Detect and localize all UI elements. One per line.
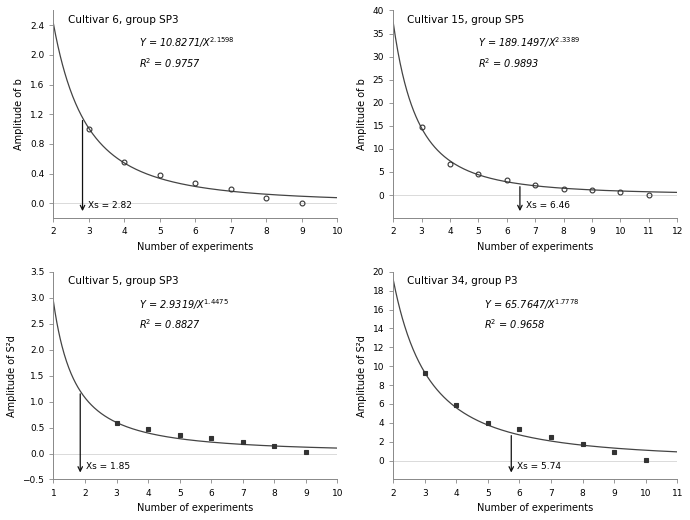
X-axis label: Number of experiments: Number of experiments	[477, 503, 593, 513]
Text: Cultivar 6, group SP3: Cultivar 6, group SP3	[68, 15, 178, 24]
Text: Cultivar 15, group SP5: Cultivar 15, group SP5	[407, 15, 524, 24]
Text: Xs = 2.82: Xs = 2.82	[88, 201, 132, 210]
Y-axis label: Amplitude of b: Amplitude of b	[14, 79, 24, 150]
Text: R$^2$ = 0.8827: R$^2$ = 0.8827	[139, 318, 200, 331]
Text: Y = 2.9319/X$^{1.4475}$: Y = 2.9319/X$^{1.4475}$	[139, 297, 228, 311]
Text: R$^2$ = 0.9757: R$^2$ = 0.9757	[139, 56, 201, 70]
Text: Cultivar 34, group P3: Cultivar 34, group P3	[407, 276, 518, 286]
Text: Cultivar 5, group SP3: Cultivar 5, group SP3	[68, 276, 178, 286]
Text: R$^2$ = 0.9893: R$^2$ = 0.9893	[478, 56, 540, 70]
Text: Y = 65.7647/X$^{1.7778}$: Y = 65.7647/X$^{1.7778}$	[484, 297, 580, 311]
Text: Xs = 1.85: Xs = 1.85	[86, 462, 130, 471]
Y-axis label: Amplitude of b: Amplitude of b	[357, 79, 367, 150]
Y-axis label: Amplitude of S²d: Amplitude of S²d	[357, 335, 367, 417]
Y-axis label: Amplitude of S²d: Amplitude of S²d	[7, 335, 17, 417]
X-axis label: Number of experiments: Number of experiments	[477, 242, 593, 252]
Text: Xs = 5.74: Xs = 5.74	[517, 462, 561, 471]
X-axis label: Number of experiments: Number of experiments	[137, 503, 253, 513]
Text: Y = 189.1497/X$^{2.3389}$: Y = 189.1497/X$^{2.3389}$	[478, 35, 581, 50]
Text: Xs = 6.46: Xs = 6.46	[526, 201, 570, 210]
Text: R$^2$ = 0.9658: R$^2$ = 0.9658	[484, 318, 546, 331]
X-axis label: Number of experiments: Number of experiments	[137, 242, 253, 252]
Text: Y = 10.8271/X$^{2.1598}$: Y = 10.8271/X$^{2.1598}$	[139, 35, 235, 50]
